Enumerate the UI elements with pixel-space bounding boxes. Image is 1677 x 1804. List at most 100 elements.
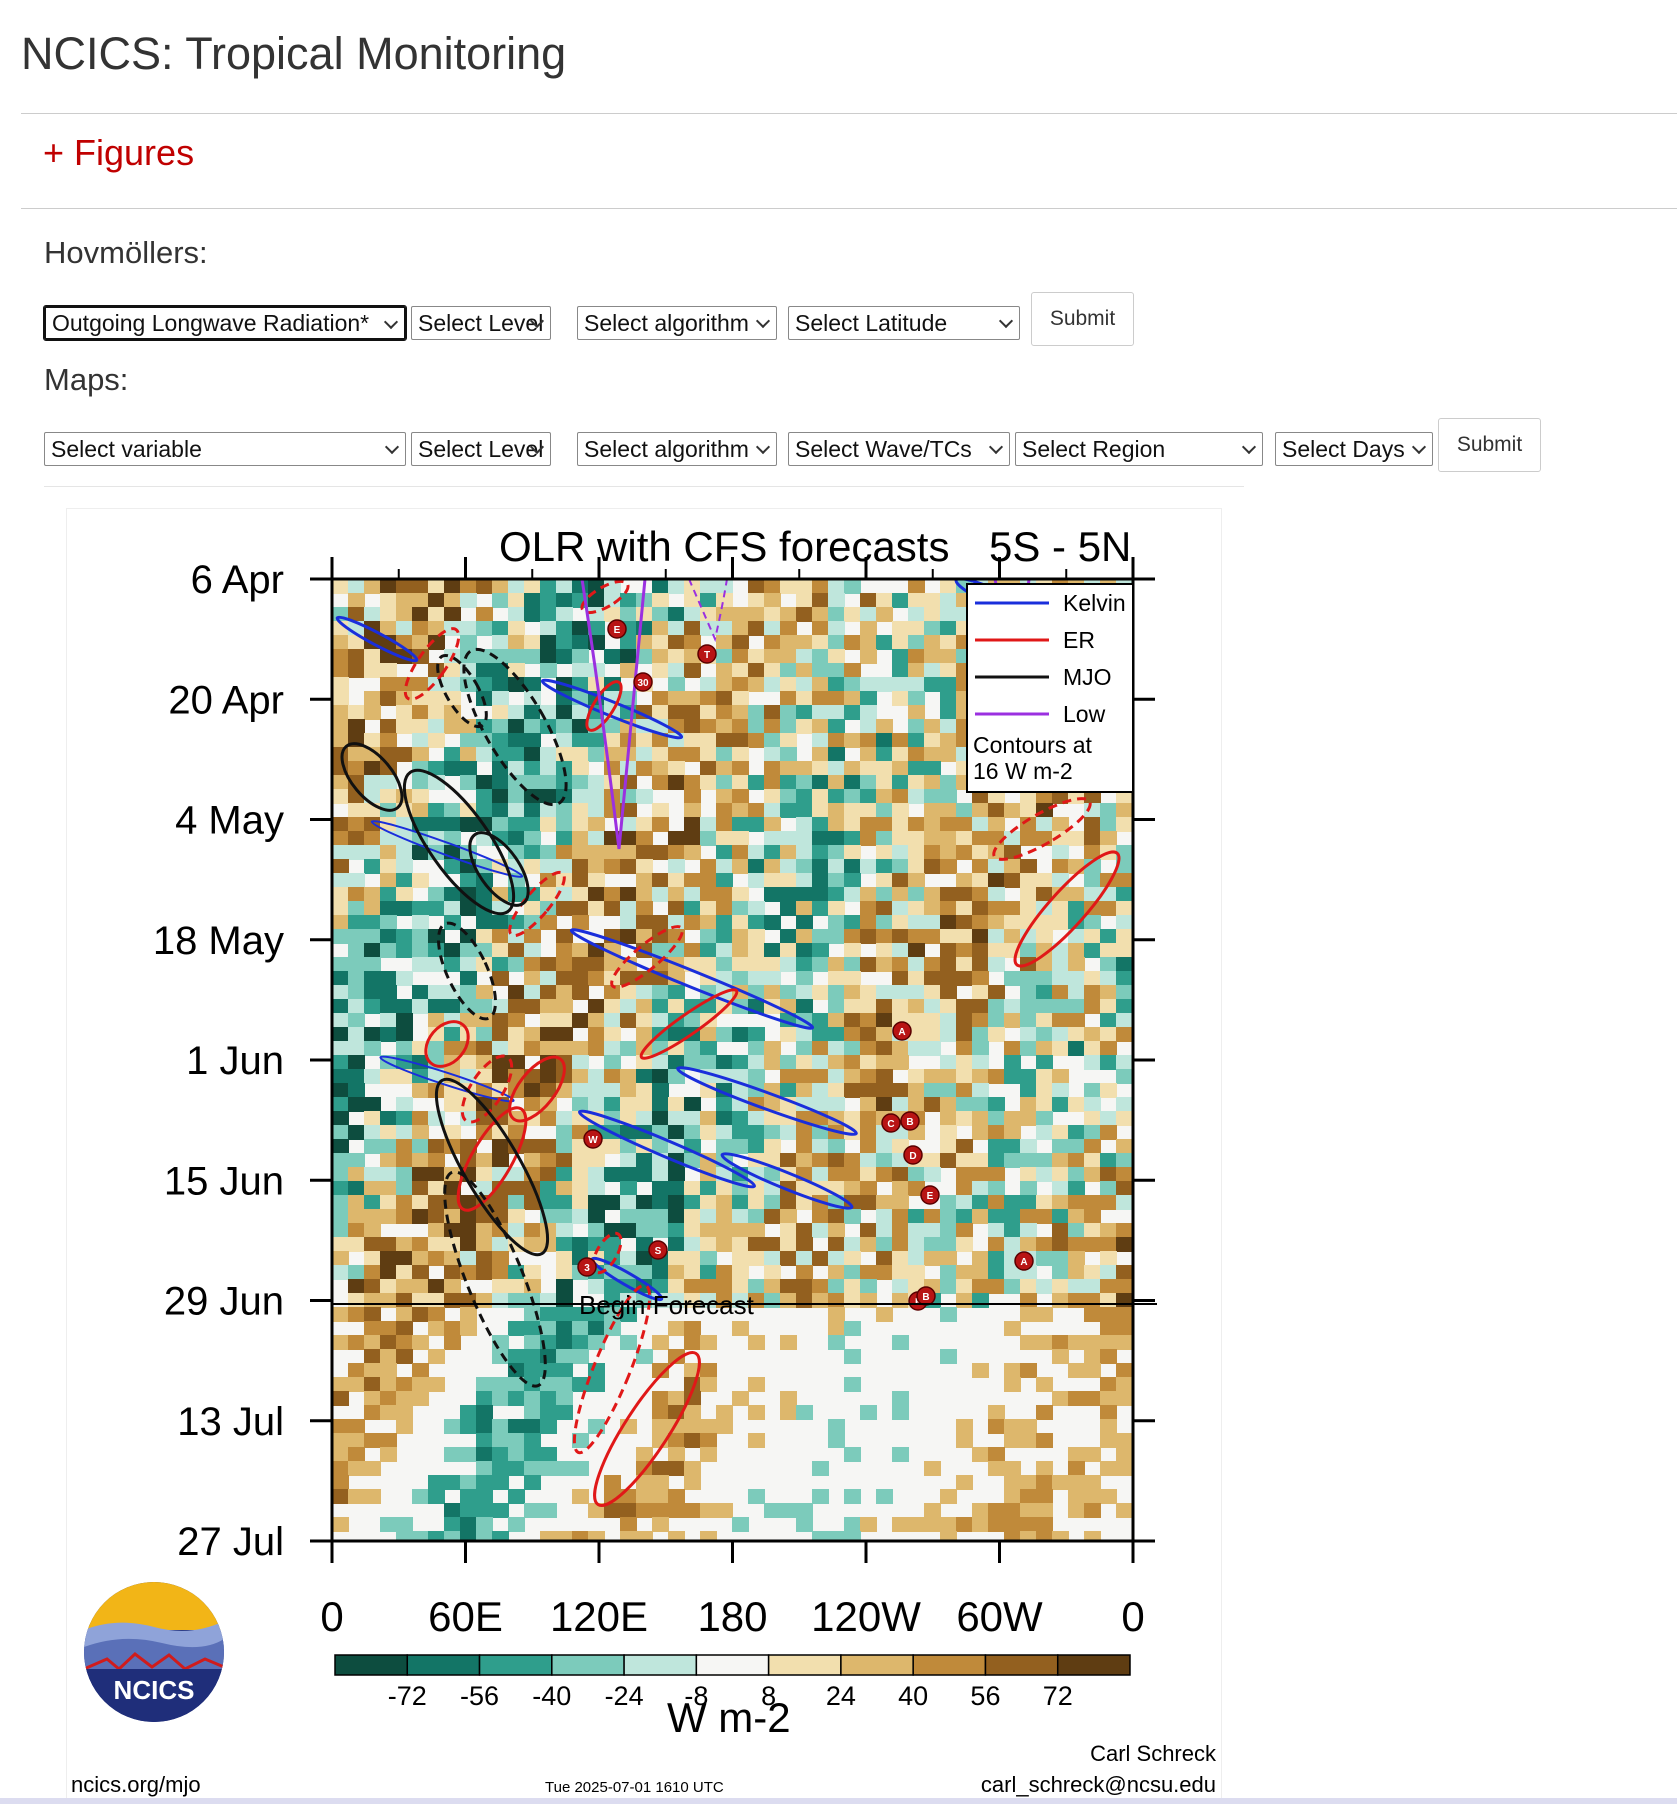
field-cell bbox=[1004, 1069, 1021, 1084]
field-cell bbox=[828, 1055, 845, 1070]
field-cell bbox=[412, 1279, 429, 1294]
field-cell bbox=[860, 621, 877, 636]
field-cell bbox=[908, 887, 925, 902]
field-cell bbox=[396, 1139, 413, 1154]
field-cell bbox=[556, 747, 573, 762]
field-cell bbox=[796, 761, 813, 776]
field-cell bbox=[492, 1349, 509, 1364]
map-algorithm-select[interactable]: Select algorithm bbox=[577, 432, 777, 466]
field-cell bbox=[876, 1251, 893, 1266]
x-tick-label: 0 bbox=[320, 1593, 343, 1640]
field-cell bbox=[924, 1027, 941, 1042]
field-cell bbox=[588, 999, 605, 1014]
colorbar-label: 56 bbox=[970, 1681, 1000, 1711]
field-cell bbox=[396, 607, 413, 622]
field-cell bbox=[1132, 1027, 1133, 1042]
field-cell bbox=[700, 859, 717, 874]
field-cell bbox=[684, 901, 701, 916]
field-cell bbox=[972, 1363, 989, 1378]
field-cell bbox=[444, 1181, 461, 1196]
map-level-select[interactable]: Select Level bbox=[411, 432, 551, 466]
field-cell bbox=[668, 635, 685, 650]
field-cell bbox=[492, 1237, 509, 1252]
hovmoller-latitude-select[interactable]: Select Latitude bbox=[788, 306, 1020, 340]
field-cell bbox=[860, 1181, 877, 1196]
field-cell bbox=[796, 1041, 813, 1056]
field-cell bbox=[604, 733, 621, 748]
field-cell bbox=[972, 1279, 989, 1294]
hovmoller-submit-button[interactable]: Submit bbox=[1031, 292, 1134, 346]
map-variable-select[interactable]: Select variable bbox=[44, 432, 406, 466]
field-cell bbox=[844, 859, 861, 874]
field-cell bbox=[588, 901, 605, 916]
field-cell bbox=[492, 775, 509, 790]
field-cell bbox=[892, 1265, 909, 1280]
field-cell bbox=[668, 747, 685, 762]
field-cell bbox=[476, 649, 493, 664]
hovmoller-variable-select[interactable]: Outgoing Longwave Radiation* bbox=[43, 305, 407, 341]
field-cell bbox=[332, 845, 349, 860]
field-cell bbox=[828, 607, 845, 622]
field-cell bbox=[940, 1307, 957, 1322]
map-submit-button[interactable]: Submit bbox=[1438, 418, 1541, 472]
field-cell bbox=[492, 705, 509, 720]
wave-contour bbox=[462, 647, 568, 807]
field-cell bbox=[924, 929, 941, 944]
field-cell bbox=[764, 607, 781, 622]
field-cell bbox=[812, 1223, 829, 1238]
field-cell bbox=[1068, 1475, 1085, 1490]
field-cell bbox=[1100, 985, 1117, 1000]
field-cell bbox=[732, 677, 749, 692]
field-cell bbox=[636, 1489, 653, 1504]
map-region-select[interactable]: Select Region bbox=[1015, 432, 1263, 466]
field-cell bbox=[956, 803, 973, 818]
field-cell bbox=[556, 1237, 573, 1252]
map-days-select[interactable]: Select Days bbox=[1275, 432, 1433, 466]
field-cell bbox=[1036, 985, 1053, 1000]
figures-toggle-link[interactable]: + Figures bbox=[43, 132, 195, 173]
field-cell bbox=[956, 1237, 973, 1252]
hovmoller-algorithm-select[interactable]: Select algorithm bbox=[577, 306, 777, 340]
field-cell bbox=[1116, 1265, 1133, 1280]
field-cell bbox=[940, 1111, 957, 1126]
field-cell bbox=[764, 705, 781, 720]
field-cell bbox=[892, 915, 909, 930]
field-cell bbox=[1116, 887, 1133, 902]
field-cell bbox=[700, 1251, 717, 1266]
field-cell bbox=[348, 901, 365, 916]
field-cell bbox=[1020, 803, 1037, 818]
field-cell bbox=[636, 761, 653, 776]
field-cell bbox=[508, 817, 525, 832]
field-cell bbox=[540, 1013, 557, 1028]
field-cell bbox=[1084, 1265, 1101, 1280]
field-cell bbox=[508, 1517, 525, 1532]
field-cell bbox=[492, 1181, 509, 1196]
field-cell bbox=[1132, 1069, 1133, 1084]
field-cell bbox=[908, 1517, 925, 1532]
field-cell bbox=[940, 705, 957, 720]
hovmoller-level-select[interactable]: Select Level bbox=[411, 306, 551, 340]
field-cell bbox=[1020, 1041, 1037, 1056]
field-cell bbox=[412, 1153, 429, 1168]
y-tick-label: 27 Jul bbox=[177, 1520, 284, 1564]
field-cell bbox=[620, 1517, 637, 1532]
field-cell bbox=[748, 901, 765, 916]
field-cell bbox=[716, 621, 733, 636]
field-cell bbox=[700, 1503, 717, 1518]
field-cell bbox=[748, 1027, 765, 1042]
field-cell bbox=[684, 789, 701, 804]
field-cell bbox=[684, 1125, 701, 1140]
field-cell bbox=[508, 607, 525, 622]
field-cell bbox=[556, 859, 573, 874]
field-cell bbox=[380, 677, 397, 692]
map-wave-select[interactable]: Select Wave/TCs bbox=[788, 432, 1010, 466]
field-cell bbox=[860, 1055, 877, 1070]
field-cell bbox=[876, 999, 893, 1014]
field-cell bbox=[620, 887, 637, 902]
field-cell bbox=[828, 733, 845, 748]
field-cell bbox=[924, 733, 941, 748]
field-cell bbox=[764, 1251, 781, 1266]
field-cell bbox=[812, 663, 829, 678]
field-cell bbox=[540, 915, 557, 930]
